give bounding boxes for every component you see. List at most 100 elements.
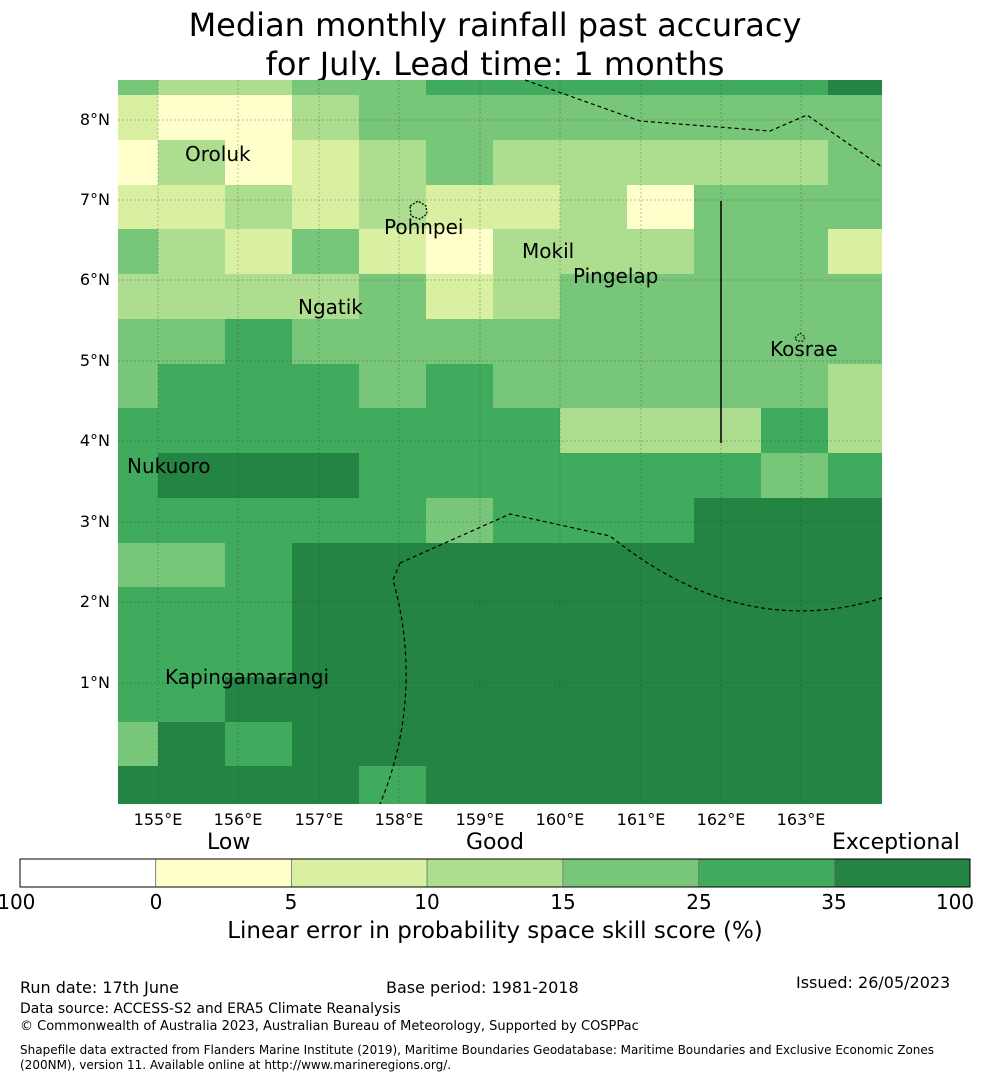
skill-cell xyxy=(493,677,560,722)
skill-cell xyxy=(761,632,828,677)
skill-cell xyxy=(118,408,158,453)
skill-cell xyxy=(292,453,359,498)
place-label-kosrae: Kosrae xyxy=(770,337,838,361)
skill-cell xyxy=(426,766,493,804)
skill-cell xyxy=(225,587,292,632)
skill-cell xyxy=(694,498,761,543)
skill-cell xyxy=(426,95,493,140)
skill-cell xyxy=(694,274,761,319)
colorbar-tick: 5 xyxy=(284,890,298,914)
skill-cell xyxy=(560,319,627,364)
skill-cell xyxy=(118,364,158,408)
skill-cell xyxy=(225,453,292,498)
skill-cell xyxy=(828,498,882,543)
skill-cell xyxy=(828,274,882,319)
skill-cell xyxy=(627,632,694,677)
place-label-pohnpei: Pohnpei xyxy=(384,215,464,239)
skill-cell xyxy=(225,722,292,766)
skill-cell xyxy=(828,453,882,498)
skill-cell xyxy=(761,185,828,229)
skill-cell xyxy=(761,453,828,498)
skill-cell xyxy=(828,632,882,677)
colorbar-segment xyxy=(19,858,157,888)
skill-cell xyxy=(359,722,426,766)
skill-cell xyxy=(828,543,882,587)
skill-cell xyxy=(828,185,882,229)
skill-cell xyxy=(694,677,761,722)
skill-cell xyxy=(761,543,828,587)
skill-cell xyxy=(158,498,225,543)
skill-cell xyxy=(493,543,560,587)
run-date: Run date: 17th June xyxy=(20,978,180,997)
skill-cell xyxy=(627,722,694,766)
skill-cell xyxy=(828,364,882,408)
skill-cell xyxy=(694,408,761,453)
skill-cell xyxy=(158,95,225,140)
colorbar-segment xyxy=(155,858,292,888)
legend-category-low: Low xyxy=(207,830,251,855)
eez-boundary xyxy=(399,513,883,612)
skill-cell xyxy=(627,140,694,185)
lon-label: 155°E xyxy=(133,810,183,829)
place-label-pingelap: Pingelap xyxy=(573,264,658,288)
skill-cell xyxy=(118,95,158,140)
skill-cell xyxy=(493,95,560,140)
data-source: Data source: ACCESS-S2 and ERA5 Climate … xyxy=(20,1001,401,1017)
skill-cell xyxy=(627,319,694,364)
skill-cell xyxy=(225,677,292,722)
skill-cell xyxy=(694,185,761,229)
skill-cell xyxy=(493,274,560,319)
base-period: Base period: 1981-2018 xyxy=(386,978,579,997)
skill-cell xyxy=(292,185,359,229)
skill-cell xyxy=(158,319,225,364)
skill-cell xyxy=(560,229,627,274)
skill-cell xyxy=(118,722,158,766)
skill-cell xyxy=(493,766,560,804)
eez-boundary xyxy=(524,79,883,168)
skill-cell xyxy=(627,677,694,722)
skill-cell xyxy=(761,587,828,632)
skill-cell xyxy=(560,587,627,632)
lat-label: 5°N xyxy=(79,351,110,370)
lon-label: 163°E xyxy=(776,810,826,829)
skill-cell xyxy=(359,766,426,804)
skill-cell xyxy=(694,587,761,632)
skill-cell xyxy=(761,229,828,274)
skill-cell xyxy=(694,766,761,804)
skill-cell xyxy=(118,677,158,722)
skill-cell xyxy=(493,632,560,677)
skill-cell xyxy=(225,766,292,804)
skill-cell xyxy=(828,319,882,364)
skill-cell xyxy=(560,140,627,185)
skill-cell xyxy=(225,185,292,229)
skill-cell xyxy=(560,677,627,722)
skill-cell xyxy=(359,453,426,498)
skill-cell xyxy=(560,722,627,766)
skill-cell xyxy=(828,95,882,140)
skill-cell xyxy=(493,587,560,632)
copyright: © Commonwealth of Australia 2023, Austra… xyxy=(20,1019,639,1034)
skill-cell xyxy=(225,80,292,95)
skill-cell xyxy=(292,319,359,364)
skill-cell xyxy=(560,80,627,95)
skill-cell xyxy=(694,80,761,95)
skill-cell xyxy=(158,766,225,804)
skill-cell xyxy=(761,364,828,408)
skill-cell xyxy=(493,498,560,543)
skill-cell xyxy=(627,453,694,498)
skill-cell xyxy=(225,543,292,587)
skill-cell xyxy=(292,587,359,632)
skill-cell xyxy=(292,274,359,319)
skill-cell xyxy=(158,274,225,319)
skill-cell xyxy=(225,140,292,185)
skill-cell xyxy=(158,364,225,408)
lat-label: 1°N xyxy=(79,673,110,692)
skill-cell xyxy=(292,140,359,185)
skill-cell xyxy=(118,319,158,364)
lat-label: 6°N xyxy=(79,270,110,289)
skill-cell xyxy=(158,632,225,677)
skill-cell xyxy=(118,498,158,543)
lat-label: 3°N xyxy=(79,512,110,531)
skill-cell xyxy=(828,677,882,722)
skill-cell xyxy=(426,140,493,185)
